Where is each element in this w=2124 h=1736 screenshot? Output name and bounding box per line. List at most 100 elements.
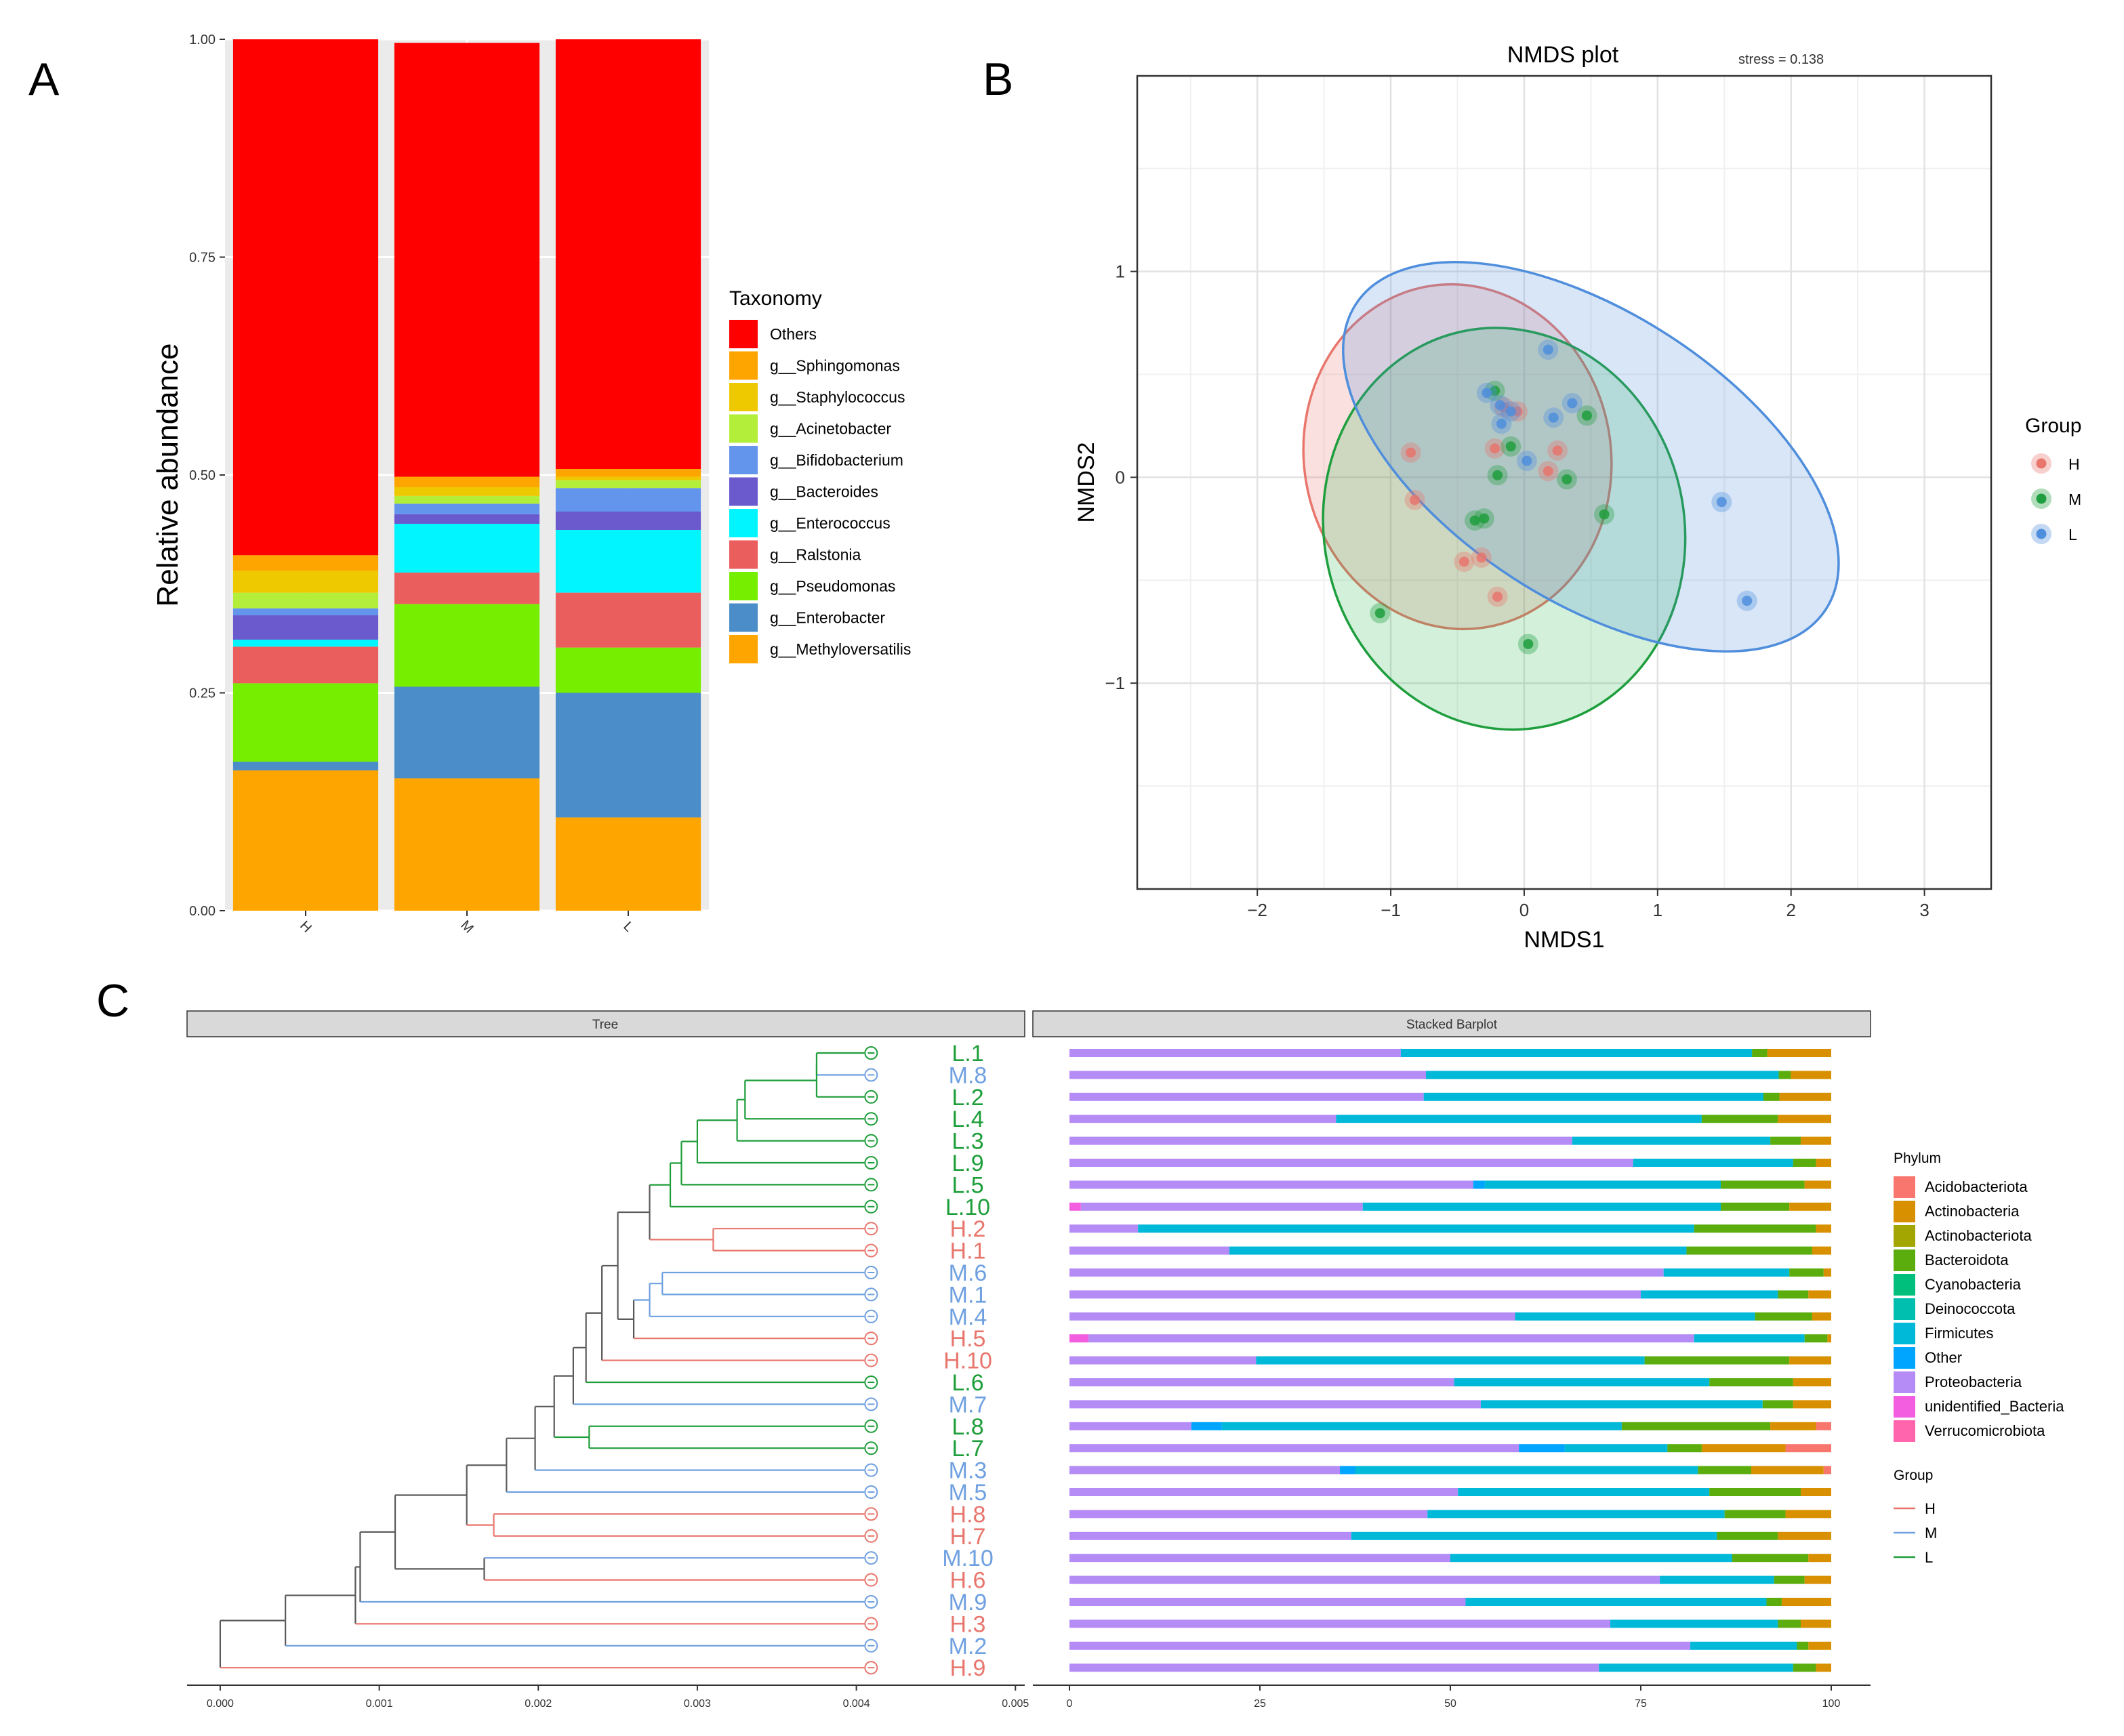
point-l-10 [1742, 596, 1753, 606]
barplot-segment-firmicutes-row-6 [1633, 1159, 1793, 1167]
legend-label-g-ralstonia: g__Ralstonia [770, 546, 861, 564]
barplot-segment-proteobacteria-row-10 [1069, 1246, 1230, 1255]
barplot-segment-firmicutes-row-11 [1663, 1268, 1790, 1277]
tip-marker-h-1 [864, 1243, 878, 1258]
legend-swatch-g-acinetobacter [729, 414, 758, 443]
tip-marker-h-3 [864, 1617, 878, 1631]
tip-label-h-9: H.9 [950, 1655, 986, 1681]
tip-label-l-9: L.9 [952, 1151, 983, 1176]
point-m-7 [1561, 474, 1572, 484]
tip-marker-m-9 [864, 1595, 878, 1609]
bar-segment-g-enterococcus-h [232, 640, 379, 647]
bar-segment-g-sphingomonas-h [232, 555, 379, 571]
legend-point-l [2036, 529, 2047, 539]
barplot-segment-firmicutes-row-2 [1426, 1071, 1779, 1079]
tip-marker-l-10 [864, 1199, 878, 1214]
x-axis-title: NMDS1 [1524, 927, 1604, 953]
point-h-8 [1543, 466, 1553, 476]
ellipse-group-l [1342, 261, 1840, 653]
stress-annotation: stress = 0.138 [1738, 52, 1824, 67]
bar-segment-g-enterobacter-h [232, 762, 379, 770]
barplot-segment-actinobacteria-row-19 [1701, 1444, 1786, 1453]
y-tick-label: 0.50 [189, 468, 216, 483]
tip-label-l-3: L.3 [952, 1129, 983, 1155]
barplot-segment-bacteroidota-row-22 [1724, 1510, 1786, 1518]
barplot-segment-proteobacteria-row-4 [1069, 1115, 1336, 1123]
tree-x-tick-label: 0.000 [207, 1698, 234, 1710]
barplot-segment-proteobacteria-row-25 [1069, 1575, 1660, 1584]
phylum-legend-label-deinococcota: Deinococcota [1925, 1300, 2016, 1317]
barplot-segment-actinobacteria-row-21 [1801, 1488, 1831, 1496]
barplot-x-tick-label: 75 [1635, 1698, 1647, 1710]
tip-label-m-8: M.8 [949, 1062, 987, 1088]
y-axis-title: NMDS2 [1074, 442, 1099, 522]
legend-swatch-g-ralstonia [729, 540, 758, 569]
barplot-segment-firmicutes-row-25 [1660, 1575, 1774, 1584]
legend-swatch-g-pseudomonas [729, 572, 758, 600]
bar-segment-g-methyloversatilis-m [394, 778, 540, 911]
bar-segment-g-bacteroides-l [555, 512, 701, 531]
phylum-legend-label-cyanobacteria: Cyanobacteria [1925, 1276, 2022, 1293]
barplot-segment-firmicutes-row-28 [1690, 1641, 1797, 1650]
barplot-segment-actinobacteria-row-1 [1767, 1049, 1831, 1057]
barplot-segment-proteobacteria-row-14 [1088, 1334, 1694, 1343]
x-tick-label: 2 [1786, 900, 1795, 920]
barplot-segment-bacteroidota-row-29 [1793, 1663, 1816, 1672]
legend-label-h: H [2068, 455, 2080, 473]
barplot-segment-actinobacteria-row-28 [1808, 1641, 1831, 1650]
barplot-segment-bacteroidota-row-16 [1709, 1378, 1793, 1386]
barplot-segment-actinobacteria-row-5 [1801, 1136, 1831, 1145]
barplot-segment-firmicutes-row-29 [1599, 1663, 1793, 1672]
tip-marker-m-5 [864, 1485, 878, 1499]
tip-label-m-9: M.9 [949, 1590, 987, 1615]
barplot-segment-firmicutes-row-24 [1450, 1554, 1732, 1563]
bar-segment-g-enterococcus-l [555, 530, 701, 593]
tip-label-h-1: H.1 [950, 1239, 986, 1264]
barplot-segment-proteobacteria-row-18 [1069, 1422, 1191, 1430]
bar-segment-g-sphingomonas-l [555, 468, 701, 477]
barplot-segment-bacteroidota-row-20 [1698, 1466, 1751, 1474]
tip-marker-m-3 [864, 1463, 878, 1477]
legend-point-h [2036, 458, 2047, 469]
phylum-legend-swatch-bacteroidota [1894, 1249, 1915, 1271]
tree-x-tick-label: 0.002 [525, 1698, 552, 1710]
barplot-segment-firmicutes-row-17 [1480, 1400, 1763, 1409]
tip-marker-h-7 [864, 1529, 878, 1543]
barplot-segment-bacteroidota-row-27 [1778, 1619, 1801, 1628]
barplot-segment-proteobacteria-row-7 [1069, 1180, 1473, 1189]
barplot-x-tick-label: 0 [1067, 1698, 1073, 1710]
point-m-5 [1492, 470, 1503, 480]
y-tick-label: 1.00 [189, 33, 216, 47]
phylum-legend-label-bacteroidota: Bacteroidota [1925, 1252, 2009, 1268]
x-tick-label: −1 [1381, 900, 1401, 920]
tip-label-m-7: M.7 [949, 1392, 987, 1418]
barplot-segment-actinobacteria-row-24 [1808, 1554, 1831, 1563]
phylum-legend-label-firmicutes: Firmicutes [1925, 1325, 1993, 1342]
barplot-segment-actinobacteria-row-4 [1778, 1115, 1831, 1123]
bar-segment-g-ralstonia-h [232, 646, 379, 684]
tip-label-l-1: L.1 [952, 1041, 983, 1067]
barplot-segment-proteobacteria-row-1 [1069, 1049, 1401, 1057]
bar-segment-g-acinetobacter-h [232, 592, 379, 608]
tip-label-h-6: H.6 [950, 1568, 986, 1594]
tip-label-l-2: L.2 [952, 1085, 983, 1111]
panel-a-stacked-bar-chart: 0.00 0.25 0.50 0.75 1.00 H M L Relative abundanc… [151, 33, 911, 936]
barplot-segment-bacteroidota-row-18 [1621, 1422, 1771, 1430]
panel-b-border [1136, 75, 1993, 890]
legend-label-g-enterobacter: g__Enterobacter [770, 609, 885, 627]
phylum-legend-swatch-actinobacteria [1894, 1201, 1915, 1222]
barplot-segment-bacteroidota-row-9 [1694, 1224, 1816, 1233]
barplot-segment-actinobacteria-row-3 [1779, 1092, 1831, 1101]
tip-marker-l-6 [864, 1376, 878, 1389]
barplot-segment-actinobacteria-row-27 [1801, 1619, 1831, 1628]
point-l-8 [1521, 455, 1532, 466]
tip-label-m-2: M.2 [949, 1634, 987, 1659]
phylum-legend-label-proteobacteria: Proteobacteria [1925, 1373, 2022, 1390]
barplot-segment-proteobacteria-row-8 [1080, 1202, 1363, 1211]
legend-label-g-enterococcus: g__Enterococcus [770, 514, 891, 532]
bar-segment-g-staphylococcus-m [394, 487, 540, 496]
tip-marker-h-9 [864, 1661, 878, 1675]
barplot-segment-bacteroidota-row-1 [1752, 1049, 1768, 1057]
tree-x-tick-label: 0.003 [684, 1698, 711, 1710]
barplot-segment-bacteroidota-row-4 [1701, 1115, 1778, 1123]
